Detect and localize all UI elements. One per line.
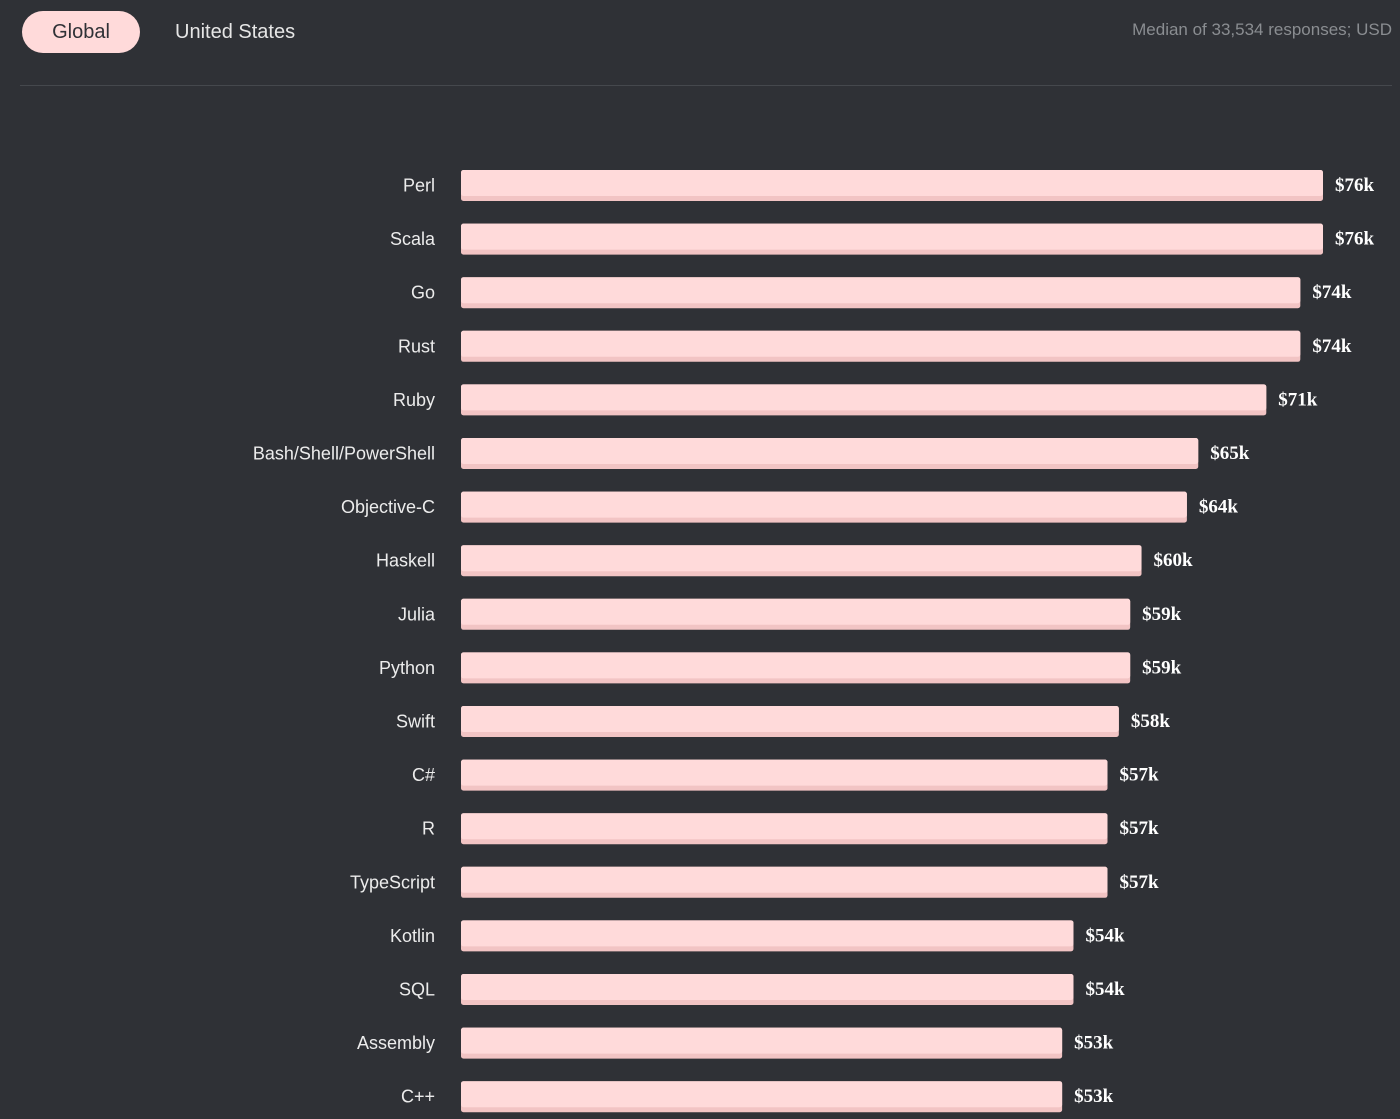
category-label: Rust [398,336,435,356]
bar-row: SQL $54k [399,974,1125,1005]
bar [461,330,1301,357]
value-label: $64k [1199,497,1239,518]
value-label: $53k [1074,1033,1114,1054]
bar [461,866,1108,893]
value-label: $76k [1335,175,1375,196]
category-label: Kotlin [390,926,435,946]
bar-row: C++ $53k [401,1081,1114,1113]
bar [461,277,1301,304]
value-label: $74k [1312,336,1352,357]
header-divider [20,85,1392,86]
bar [461,706,1119,732]
bar-row: R $57k [422,813,1160,845]
category-label: Julia [398,604,436,624]
category-label: Objective-C [341,497,435,517]
value-label: $57k [1120,765,1160,786]
bar-row: TypeScript $57k [350,866,1160,898]
category-label: TypeScript [350,872,435,892]
bar [461,170,1323,196]
value-label: $74k [1312,282,1352,303]
value-label: $54k [1085,925,1125,946]
bar [461,759,1108,786]
bar-row: Bash/Shell/PowerShell $65k [253,438,1250,469]
value-label: $71k [1278,389,1318,410]
bar [461,920,1074,947]
category-label: Go [411,283,435,303]
value-label: $57k [1120,818,1160,839]
category-label: Perl [403,176,435,196]
bar [461,384,1267,411]
bar-row: Kotlin $54k [390,920,1125,952]
category-label: Bash/Shell/PowerShell [253,444,435,464]
value-label: $59k [1142,657,1182,678]
bar [461,598,1131,625]
category-label: SQL [399,980,435,1000]
bar [461,1081,1063,1108]
bar [461,545,1142,572]
bar-row: Swift $58k [396,706,1170,737]
value-label: $65k [1210,443,1250,464]
bar [461,974,1074,1000]
value-label: $54k [1085,979,1125,1000]
category-label: Ruby [393,390,435,410]
bar [461,491,1187,518]
category-label: Scala [390,229,436,249]
value-label: $57k [1120,872,1160,893]
bar-row: Objective-C $64k [341,491,1239,523]
value-label: $53k [1074,1086,1114,1107]
bar [461,438,1199,464]
tab-united-states[interactable]: United States [175,21,296,43]
category-label: C# [412,765,435,785]
bar-row: Ruby $71k [393,384,1318,416]
bar [461,1027,1063,1054]
bar-row: Assembly $53k [357,1027,1114,1059]
bar-row: Perl $76k [403,170,1375,201]
bar [461,223,1323,250]
chart-caption: Median of 33,534 responses; USD [1132,20,1392,39]
bar [461,813,1108,840]
value-label: $60k [1154,550,1194,571]
value-label: $58k [1131,711,1171,732]
category-label: Swift [396,712,435,732]
category-label: Assembly [357,1033,435,1053]
bar [461,652,1131,679]
category-label: C++ [401,1087,435,1107]
bar-row: C# $57k [412,759,1160,791]
tab-global[interactable]: Global [22,11,140,53]
category-label: Haskell [376,551,435,571]
bar-row: Go $74k [411,277,1352,309]
bar-row: Scala $76k [390,223,1375,255]
bar-row: Julia $59k [398,598,1182,630]
category-label: Python [379,658,435,678]
bar-row: Python $59k [379,652,1182,684]
bar-row: Rust $74k [398,330,1352,362]
bar-row: Haskell $60k [376,545,1194,577]
value-label: $76k [1335,229,1375,250]
value-label: $59k [1142,604,1182,625]
category-label: R [422,819,435,839]
